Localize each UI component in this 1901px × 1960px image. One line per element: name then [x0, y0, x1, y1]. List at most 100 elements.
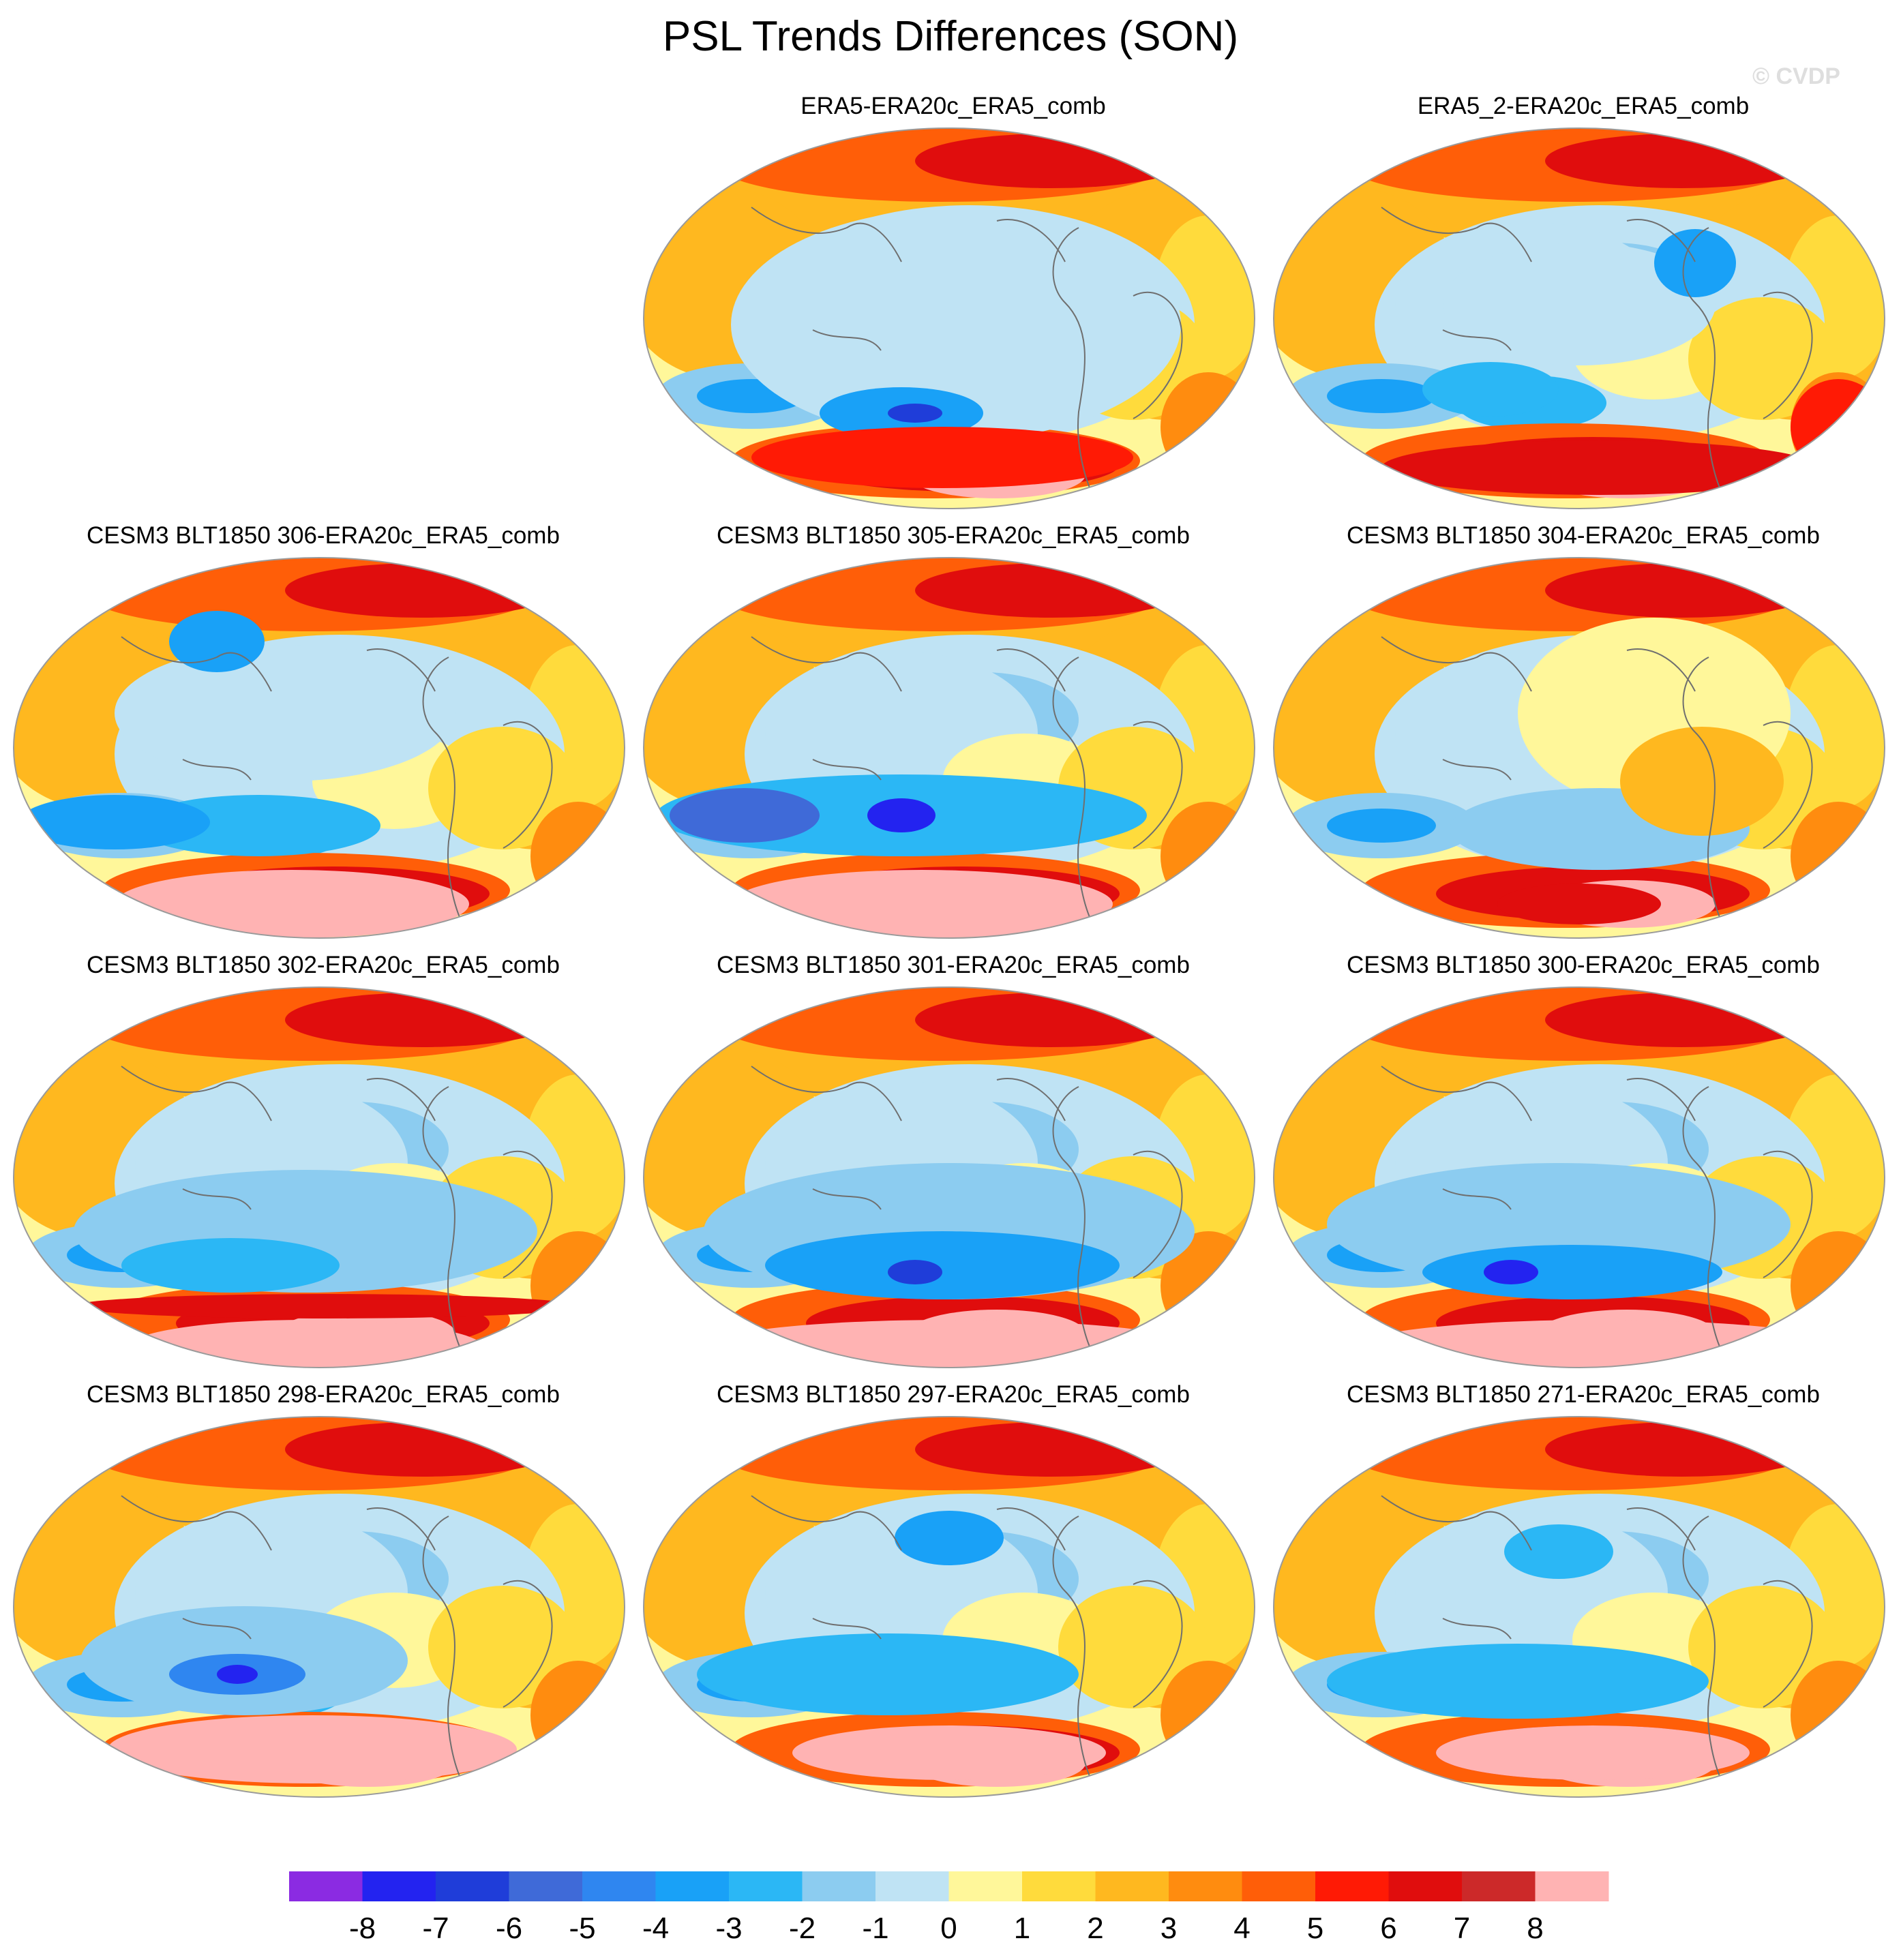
coastline: [422, 657, 463, 924]
chart-title: PSL Trends Differences (SON): [662, 13, 1239, 60]
coastline: [1381, 636, 1532, 692]
coastline: [1682, 227, 1723, 494]
field-contour: [169, 611, 265, 672]
colorbar-tick-label: 5: [1307, 1912, 1323, 1945]
coastline: [121, 1066, 272, 1121]
coastline: [751, 636, 902, 692]
map-panel: CESM3 BLT1850 305-ERA20c_ERA5_comb: [642, 522, 1264, 952]
field-contour: [867, 798, 935, 832]
coastline: [1133, 1580, 1183, 1708]
robinson-map: [13, 557, 625, 939]
coastline: [366, 1507, 436, 1551]
colorbar-box: [1462, 1871, 1536, 1901]
field-contour: [1422, 1245, 1722, 1299]
colorbar-tick-label: 6: [1380, 1912, 1396, 1945]
colorbar-box: [948, 1871, 1023, 1901]
colorbar-box: [1095, 1871, 1169, 1901]
field-contour: [1381, 440, 1818, 495]
colorbar-tick-label: -6: [496, 1912, 522, 1945]
coastline: [422, 1086, 463, 1353]
colorbar-tick-label: 0: [940, 1912, 957, 1945]
field-contour: [1161, 802, 1255, 911]
map-border: [13, 1416, 625, 1798]
robinson-map: [1273, 1416, 1885, 1798]
field-contour: [792, 1725, 1106, 1780]
colorbar-tick-label: -8: [349, 1912, 376, 1945]
field-contour: [1161, 372, 1255, 481]
coastline: [121, 636, 272, 692]
coastline: [996, 1507, 1066, 1551]
field-contour: [115, 870, 469, 938]
map-border: [13, 557, 625, 939]
coastline: [812, 1618, 882, 1640]
colorbar-box: [362, 1871, 436, 1901]
field-contour: [530, 1231, 625, 1340]
field-contour: [670, 788, 820, 843]
coastline: [751, 1495, 902, 1551]
coastline: [1626, 648, 1696, 692]
field-contour: [731, 209, 1181, 440]
field-contour: [1504, 1524, 1613, 1579]
coastline: [996, 219, 1066, 262]
field-contour: [1327, 809, 1436, 843]
coastline: [1763, 1580, 1813, 1708]
robinson-map: [643, 557, 1255, 939]
colorbar-tick-label: -1: [862, 1912, 888, 1945]
field-contour: [1436, 1725, 1750, 1780]
field-contour: [285, 1422, 558, 1477]
field-contour: [765, 1231, 1120, 1299]
coastline: [1133, 291, 1183, 419]
coastline: [1133, 1150, 1183, 1278]
coastline: [1626, 1078, 1696, 1121]
map-panel: ERA5-ERA20c_ERA5_comb: [642, 93, 1264, 522]
field-contour: [1422, 362, 1559, 417]
map-border: [1273, 557, 1885, 939]
robinson-map: [643, 127, 1255, 509]
colorbar-tick-label: 4: [1233, 1912, 1250, 1945]
field-contour: [1688, 1586, 1838, 1708]
field-contour: [731, 870, 1113, 938]
field-contour: [915, 134, 1188, 188]
colorbar-box: [655, 1871, 730, 1901]
colorbar-tick-label: 3: [1161, 1912, 1177, 1945]
panel-title: CESM3 BLT1850 306-ERA20c_ERA5_comb: [87, 522, 560, 549]
field-contour: [217, 1665, 258, 1684]
panel-title: CESM3 BLT1850 300-ERA20c_ERA5_comb: [1347, 952, 1820, 978]
map-panel: CESM3 BLT1850 306-ERA20c_ERA5_comb: [12, 522, 634, 952]
field-contour: [1545, 134, 1818, 188]
field-contour: [1620, 727, 1784, 836]
map-border: [1273, 1416, 1885, 1798]
robinson-map: [1273, 127, 1885, 509]
colorbar-box: [729, 1871, 803, 1901]
map-border: [643, 557, 1255, 939]
coastline: [1682, 1516, 1723, 1783]
field-contour: [895, 1511, 1004, 1565]
coastline: [1381, 1495, 1532, 1551]
field-contour: [1688, 297, 1838, 420]
coastline: [812, 1188, 882, 1210]
colorbar-box: [1022, 1871, 1096, 1901]
coastline: [1626, 1507, 1696, 1551]
field-contour: [115, 645, 455, 781]
colorbar-box: [802, 1871, 876, 1901]
map-panel: ERA5_2-ERA20c_ERA5_comb: [1272, 93, 1894, 522]
coastline: [1381, 1066, 1532, 1121]
robinson-map: [643, 1416, 1255, 1798]
field-contour: [285, 563, 558, 618]
map-panel: CESM3 BLT1850 271-ERA20c_ERA5_comb: [1272, 1381, 1894, 1811]
colorbar-box: [875, 1871, 949, 1901]
coastline: [503, 1580, 553, 1708]
field-contour: [751, 427, 1133, 488]
map-panel: CESM3 BLT1850 304-ERA20c_ERA5_comb: [1272, 522, 1894, 952]
field-contour: [888, 1260, 942, 1284]
colorbar-box: [1388, 1871, 1463, 1901]
panel-title: CESM3 BLT1850 297-ERA20c_ERA5_comb: [717, 1381, 1190, 1408]
panel-title: CESM3 BLT1850 271-ERA20c_ERA5_comb: [1347, 1381, 1820, 1408]
map-panel: CESM3 BLT1850 297-ERA20c_ERA5_comb: [642, 1381, 1264, 1811]
colorbar-tick-label: -2: [789, 1912, 815, 1945]
robinson-map: [643, 986, 1255, 1368]
coastline: [996, 648, 1066, 692]
field-contour: [530, 802, 625, 911]
field-contour: [1443, 243, 1716, 365]
coastline: [1682, 657, 1723, 924]
